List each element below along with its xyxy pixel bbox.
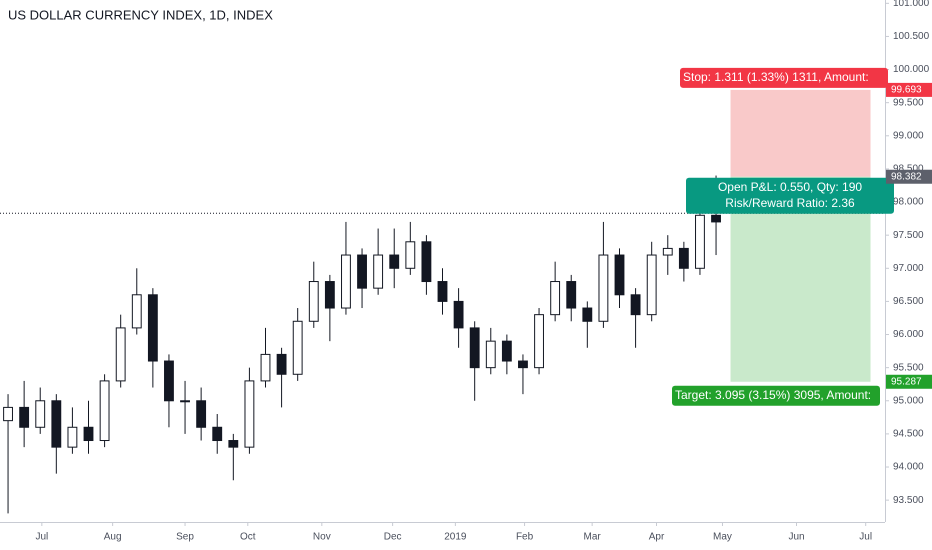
y-tick-label: 98.500 — [893, 164, 924, 175]
candle-body — [453, 300, 464, 329]
y-tick-label: 94.500 — [893, 429, 924, 440]
x-tick-label: Apr — [649, 532, 665, 543]
target-price-label: 95.287 — [891, 376, 922, 387]
pnl-label-box — [686, 177, 894, 214]
y-tick-label: 97.500 — [893, 230, 924, 241]
x-tick-label: Mar — [584, 532, 602, 543]
y-tick-label: 93.500 — [893, 495, 924, 506]
target-label: Target: 3.095 (3.15%) 3095, Amount: — [675, 388, 871, 402]
candle-body — [678, 247, 689, 269]
candle-body — [437, 281, 448, 302]
entry-price-tag — [886, 169, 932, 184]
candle-body — [534, 314, 544, 369]
y-tick-label: 95.000 — [893, 395, 924, 406]
candle-body — [196, 400, 207, 428]
candle-body — [3, 406, 13, 422]
candle-body — [180, 400, 190, 403]
y-tick-label: 94.000 — [893, 462, 924, 473]
candle-body — [341, 254, 351, 309]
chart-title: US DOLLAR CURRENCY INDEX, 1D, INDEX — [8, 7, 273, 22]
candle-body — [421, 241, 432, 283]
candle-body — [83, 426, 94, 442]
pnl-label: Open P&L: 0.550, Qty: 190 — [718, 180, 862, 194]
candle-body — [598, 254, 609, 322]
y-tick-label: 101.000 — [893, 0, 930, 9]
stop-price-label: 99.693 — [891, 85, 922, 96]
candle-body — [405, 241, 416, 269]
x-tick-label: 2019 — [444, 532, 467, 543]
x-tick-label: Nov — [313, 532, 331, 543]
candle-body — [244, 380, 255, 448]
y-tick-label: 100.000 — [893, 64, 930, 75]
candle-body — [67, 426, 78, 448]
candle-body — [711, 214, 721, 223]
y-tick-label: 95.500 — [893, 362, 924, 373]
candle-body — [131, 294, 142, 329]
candle-body — [357, 254, 367, 289]
candle-body — [164, 360, 174, 402]
candle-body — [115, 327, 126, 382]
x-tick-label: Jul — [35, 532, 48, 543]
target-label-box — [672, 385, 880, 406]
x-tick-label: May — [713, 532, 732, 543]
entry-price-label: 98.382 — [891, 171, 922, 182]
candle-body — [212, 426, 223, 442]
candle-body — [566, 281, 577, 309]
candle-body — [35, 400, 46, 428]
x-tick-label: Oct — [240, 532, 256, 543]
y-tick-label: 96.000 — [893, 329, 924, 340]
stop-label-box — [680, 67, 888, 88]
candle-body — [582, 307, 593, 322]
candle-body — [630, 294, 641, 316]
candle-body — [646, 254, 657, 316]
rr-label: Risk/Reward Ratio: 2.36 — [725, 196, 855, 210]
x-tick-label: Sep — [176, 532, 194, 543]
candle-body — [51, 400, 62, 448]
candle-body — [501, 340, 512, 362]
candle-body — [469, 327, 480, 369]
x-tick-label: Feb — [516, 532, 534, 543]
x-tick-label: Jul — [859, 532, 872, 543]
x-tick-label: Dec — [384, 532, 402, 543]
candle-body — [518, 360, 528, 369]
y-tick-label: 98.000 — [893, 197, 924, 208]
x-tick-label: Jun — [788, 532, 804, 543]
candle-body — [276, 353, 287, 375]
candle-body — [662, 247, 673, 256]
y-tick-label: 97.000 — [893, 263, 924, 274]
candle-body — [550, 281, 561, 316]
stop-price-tag — [886, 82, 932, 97]
candle-body — [228, 440, 239, 448]
x-tick-label: Aug — [104, 532, 122, 543]
candle-body — [19, 406, 30, 428]
candle-body — [324, 281, 335, 309]
stop-zone — [730, 89, 871, 177]
stop-label: Stop: 1.311 (1.33%) 1311, Amount: — [683, 70, 869, 84]
candle-body — [389, 254, 400, 269]
y-tick-label: 96.500 — [893, 296, 924, 307]
candle-body — [373, 254, 384, 289]
candle-body — [260, 353, 271, 382]
candle-body — [485, 340, 496, 369]
target-price-tag — [886, 374, 932, 389]
y-tick-label: 99.500 — [893, 97, 924, 108]
candle-body — [614, 254, 625, 296]
y-tick-label: 99.000 — [893, 130, 924, 141]
candle-body — [292, 320, 303, 375]
y-tick-label: 100.500 — [893, 31, 930, 42]
candle-body — [147, 294, 158, 362]
candle-body — [695, 214, 705, 269]
candle-body — [308, 281, 319, 322]
candle-body — [99, 380, 110, 442]
